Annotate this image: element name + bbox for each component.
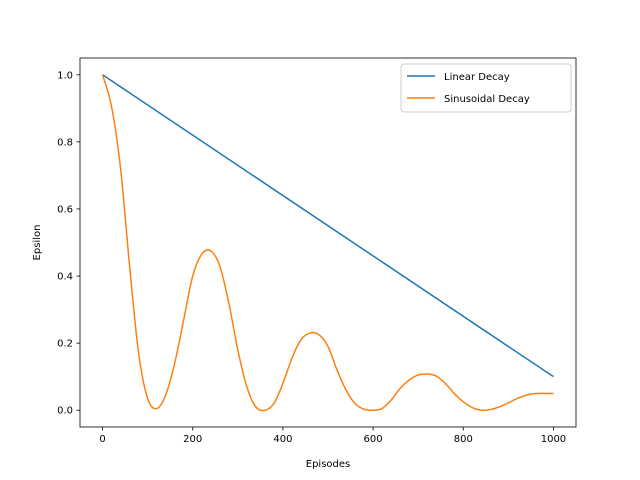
legend-label-1: Linear Decay <box>444 72 510 83</box>
y-tick-label: 0.8 <box>57 137 73 148</box>
legend: Linear Decay Sinusoidal Decay <box>400 63 572 113</box>
plot-area <box>79 57 577 428</box>
axes-frame <box>79 57 577 428</box>
x-tick-label: 0 <box>99 434 105 445</box>
x-axis-label: Episodes <box>306 459 350 470</box>
y-tick-label: 0.4 <box>57 272 73 283</box>
x-tick-label: 600 <box>364 434 383 445</box>
x-tick-label: 400 <box>273 434 292 445</box>
legend-box <box>400 63 572 113</box>
x-tick-label: 200 <box>183 434 202 445</box>
series-line-1 <box>102 74 554 378</box>
series-layer <box>101 74 554 412</box>
axes-background <box>80 58 576 427</box>
series-line-2 <box>101 74 554 412</box>
x-tick-label: 1000 <box>541 434 566 445</box>
y-tick-label: 1.0 <box>57 70 73 81</box>
y-axis-label: Epsilon <box>32 225 43 261</box>
x-tick-label: 800 <box>454 434 473 445</box>
legend-label-2: Sinusoidal Decay <box>444 94 530 105</box>
y-tick-label: 0.0 <box>57 406 73 417</box>
legend-items: Linear Decay Sinusoidal Decay <box>407 72 530 105</box>
y-tick-label: 0.2 <box>57 339 73 350</box>
y-tick-label: 0.6 <box>57 204 73 215</box>
x-axis: 0 200 400 600 800 1000 <box>99 427 566 445</box>
y-axis: 0.0 0.2 0.4 0.6 0.8 1.0 <box>57 70 80 417</box>
